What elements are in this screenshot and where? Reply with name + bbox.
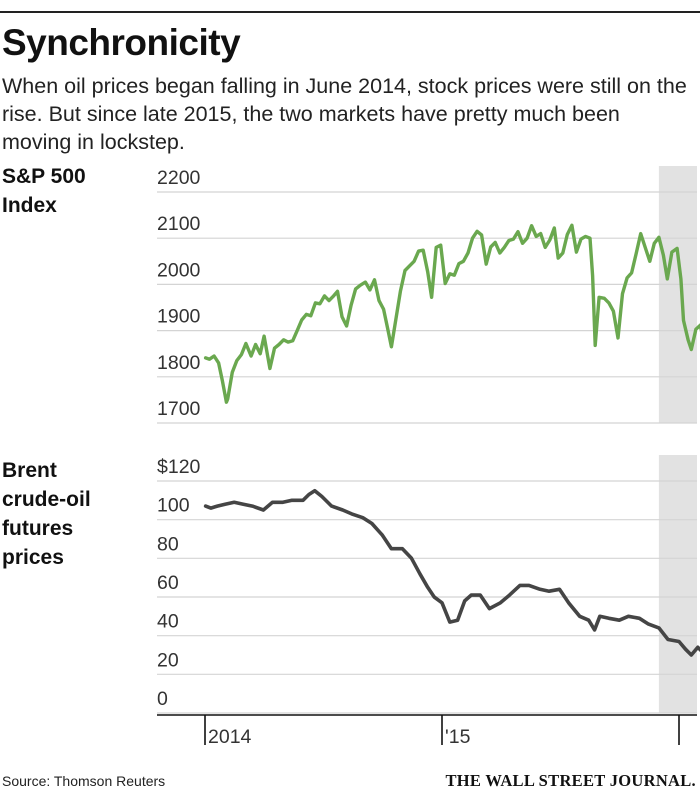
chart-title: Synchronicity [2, 22, 241, 63]
brent-label-line-4: prices [2, 546, 64, 569]
brent-shaded-period [658, 455, 697, 713]
sp500-ytick-label: 1900 [157, 306, 201, 328]
brent-panel-label: Brent crude-oil futures prices [2, 456, 91, 572]
brent-panel: 0 20 40 60 80 100 $120 [157, 455, 700, 714]
brent-label-line-3: futures [2, 517, 74, 540]
chart-subtitle: When oil prices began falling in June 20… [2, 74, 687, 154]
sp500-panel: 1700 1800 1900 2000 2100 2200 [157, 166, 700, 424]
sp500-series-line [203, 223, 700, 404]
sp500-ytick-label: 2000 [157, 259, 201, 281]
brent-ytick-label: 60 [157, 572, 179, 594]
x-axis: 2014 '15 [157, 714, 697, 748]
brent-series-line [203, 488, 700, 657]
sp500-ytick-label: 1800 [157, 352, 201, 374]
brent-ytick-label: 80 [157, 533, 179, 555]
brent-ytick-label: 100 [157, 495, 190, 517]
brent-label-line-1: Brent [2, 459, 57, 482]
sp500-label-line-1: S&P 500 [2, 165, 86, 188]
sp500-ytick-label: 1700 [157, 398, 201, 420]
top-rule [0, 11, 700, 13]
x-axis-tick-label: '15 [445, 726, 471, 748]
brent-ytick-label: 20 [157, 649, 179, 671]
sp500-ytick-label: 2100 [157, 213, 201, 235]
source-note: Source: Thomson Reuters [2, 773, 166, 789]
x-axis-tick-label: 2014 [208, 726, 252, 748]
publisher-logo: THE WALL STREET JOURNAL. [445, 771, 696, 790]
sp500-ytick-label: 2200 [157, 167, 201, 189]
brent-ytick-label: 0 [157, 688, 168, 710]
brent-label-line-2: crude-oil [2, 488, 91, 511]
brent-ytick-label: 40 [157, 611, 179, 633]
sp500-shaded-period [658, 166, 697, 423]
brent-ytick-label: $120 [157, 456, 201, 478]
sp500-panel-label: S&P 500 Index [2, 162, 86, 220]
sp500-label-line-2: Index [2, 194, 57, 217]
